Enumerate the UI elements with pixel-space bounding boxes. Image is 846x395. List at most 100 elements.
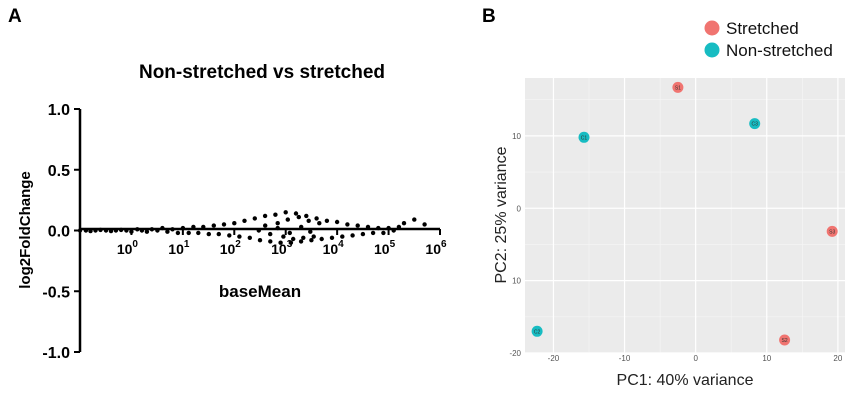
chart-b-y-label: PC2: 25% variance: [493, 146, 510, 283]
chart-a-point: [345, 222, 350, 227]
chart-a-point: [309, 238, 314, 243]
legend-label: Stretched: [726, 19, 799, 38]
chart-b-point-label: S1: [675, 85, 681, 91]
chart-a-x-tick-label: 104: [323, 239, 345, 257]
chart-b-y-tick-label: 10: [512, 132, 521, 141]
chart-a-point: [350, 233, 355, 238]
chart-b-point-label: C1: [581, 135, 588, 141]
chart-a-point: [175, 230, 181, 236]
chart-b-point: [672, 81, 684, 93]
chart-a-point: [242, 218, 247, 223]
chart-b-x-tick-label: -20: [548, 354, 560, 363]
chart-b-point: [749, 118, 761, 130]
chart-a-point: [319, 236, 324, 242]
chart-a-point: [422, 222, 427, 227]
chart-a-point: [211, 223, 216, 228]
chart-b-x-tick-label: 10: [762, 354, 771, 363]
chart-a-point: [298, 239, 304, 244]
chart-a-point: [281, 234, 286, 239]
chart-b-point-label: C2: [534, 329, 541, 335]
chart-a-point: [186, 230, 191, 236]
chart-a-x-tick-label: 103: [271, 239, 293, 257]
chart-a-point: [227, 233, 232, 238]
chart-a-point: [288, 240, 294, 245]
chart-a-y-tick-label: -1.0: [42, 345, 70, 362]
chart-a-point: [306, 218, 311, 223]
chart-b-x-tick-label: 20: [833, 354, 842, 363]
chart-a-point: [311, 234, 316, 239]
chart-a-point: [216, 231, 221, 237]
chart-b-point: [779, 334, 791, 346]
chart-a-point: [278, 240, 283, 245]
chart-a-point: [283, 210, 288, 215]
chart-a-point: [287, 230, 292, 236]
chart-a-point: [401, 221, 407, 226]
chart-a-point: [291, 236, 296, 242]
chart-a-point: [285, 217, 290, 222]
chart-a-point: [301, 235, 306, 240]
chart-a-point: [232, 221, 237, 226]
chart-a-point: [293, 211, 299, 216]
chart-a-point: [370, 230, 376, 236]
chart-a-point: [304, 213, 309, 219]
chart-b-legend: Stretched Non-stretched: [704, 19, 833, 60]
chart-b-point: [531, 325, 543, 337]
chart-a-x-tick-label: 106: [425, 239, 447, 257]
chart-a-point: [252, 216, 257, 221]
chart-a-point: [340, 234, 345, 239]
panel-b-label: B: [482, 6, 496, 27]
chart-b-ticks: -20 -10 0 10 20 10 0 10 -20: [509, 132, 842, 363]
chart-a-title: Non-stretched vs stretched: [139, 62, 385, 83]
chart-a-y-tick-label: 0.0: [48, 224, 70, 241]
chart-b-y-tick-label: -20: [509, 349, 521, 358]
chart-a-points: [77, 210, 427, 245]
chart-a-x-tick-label: 101: [168, 239, 190, 257]
chart-b-x-label: PC1: 40% variance: [617, 372, 754, 389]
panel-a-label: A: [8, 6, 22, 27]
legend-marker: [704, 42, 720, 58]
chart-a-point: [355, 223, 360, 228]
chart-b-x-tick-label: 0: [693, 354, 698, 363]
chart-a-point: [308, 229, 313, 234]
chart-b-y-tick-label: 0: [517, 204, 522, 213]
chart-a-y-label: log2FoldChange: [17, 171, 34, 289]
chart-a-point: [206, 231, 211, 237]
chart-a-point: [314, 216, 319, 221]
chart-b-y-tick-label: 10: [512, 277, 521, 286]
chart-a-point: [273, 212, 278, 217]
chart-a-point: [360, 231, 366, 237]
chart-a-point: [296, 214, 301, 220]
chart-a-x-tick-label: 100: [117, 239, 139, 257]
chart-b-point-label: C3: [751, 122, 758, 128]
chart-b-plot-background: [525, 78, 845, 353]
chart-a-point: [247, 235, 252, 240]
legend-label: Non-stretched: [726, 41, 833, 60]
chart-a-point: [317, 221, 322, 226]
chart-a-y-tick-label: 0.5: [48, 163, 70, 180]
chart-a-y-ticks: 1.0 0.5 0.0 -0.5 -1.0: [42, 102, 80, 362]
chart-a-point: [268, 239, 273, 244]
panel-b: B -20 -10 0 10 20 10 0 10 -20 S1 S2 S3 C1 C2 C3 Stret…: [482, 6, 845, 389]
chart-a-point: [334, 219, 340, 225]
chart-a-x-tick-label: 105: [374, 239, 396, 257]
chart-a-point: [262, 213, 268, 219]
chart-b-grid: [525, 78, 845, 354]
chart-a-point: [412, 217, 417, 222]
chart-a-point: [329, 235, 335, 240]
chart-a-y-tick-label: 1.0: [48, 102, 70, 119]
chart-b-point-label: S3: [829, 229, 835, 235]
chart-a-point: [275, 221, 280, 226]
chart-b-point-label: S2: [782, 338, 788, 344]
chart-a-point: [196, 230, 201, 236]
chart-a-x-tick-label: 102: [220, 239, 242, 257]
chart-a-point: [144, 229, 150, 234]
chart-b-point: [578, 131, 590, 143]
chart-a-point: [221, 222, 227, 227]
chart-b-x-tick-label: -10: [619, 354, 631, 363]
chart-a-y-tick-label: -0.5: [42, 284, 70, 301]
chart-a-point: [165, 229, 170, 234]
chart-b-point: [826, 225, 838, 237]
chart-b-points: S1 S2 S3 C1 C2 C3: [531, 81, 838, 346]
chart-a-point: [263, 223, 268, 228]
